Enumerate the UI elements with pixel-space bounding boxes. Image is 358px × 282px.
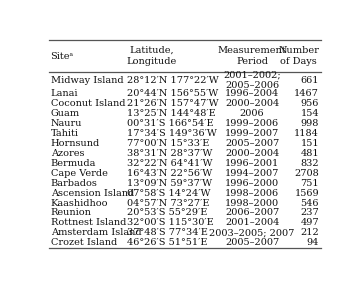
Text: 2006–2007: 2006–2007 xyxy=(225,208,279,217)
Text: 1999–2007: 1999–2007 xyxy=(225,129,279,138)
Text: 2001–2004: 2001–2004 xyxy=(225,218,279,227)
Text: 751: 751 xyxy=(300,179,319,188)
Text: 2001–2002;
2005–2006: 2001–2002; 2005–2006 xyxy=(223,70,281,90)
Text: 956: 956 xyxy=(301,99,319,108)
Text: 38°31′N 28°37′W: 38°31′N 28°37′W xyxy=(127,149,212,158)
Text: 13°09′N 59°37′W: 13°09′N 59°37′W xyxy=(127,179,212,188)
Text: Amsterdam Island: Amsterdam Island xyxy=(50,228,141,237)
Text: 1994–2007: 1994–2007 xyxy=(225,169,279,178)
Text: Hornsund: Hornsund xyxy=(50,139,100,148)
Text: Coconut Island: Coconut Island xyxy=(50,99,125,108)
Text: 2005–2007: 2005–2007 xyxy=(225,139,279,148)
Text: 46°26′S 51°51′E: 46°26′S 51°51′E xyxy=(127,238,207,247)
Text: 32°22′N 64°41′W: 32°22′N 64°41′W xyxy=(127,159,212,168)
Text: 154: 154 xyxy=(300,109,319,118)
Text: 2006: 2006 xyxy=(240,109,265,118)
Text: 2000–2004: 2000–2004 xyxy=(225,149,279,158)
Text: Rottnest Island: Rottnest Island xyxy=(50,218,126,227)
Text: Nauru: Nauru xyxy=(50,119,82,128)
Text: 497: 497 xyxy=(300,218,319,227)
Text: 481: 481 xyxy=(300,149,319,158)
Text: 2000–2004: 2000–2004 xyxy=(225,99,279,108)
Text: 1184: 1184 xyxy=(294,129,319,138)
Text: Cape Verde: Cape Verde xyxy=(50,169,107,178)
Text: 1467: 1467 xyxy=(294,89,319,98)
Text: 237: 237 xyxy=(300,208,319,217)
Text: 94: 94 xyxy=(307,238,319,247)
Text: Crozet Island: Crozet Island xyxy=(50,238,117,247)
Text: Reunion: Reunion xyxy=(50,208,91,217)
Text: 1999–2006: 1999–2006 xyxy=(225,119,279,128)
Text: Number
of Days: Number of Days xyxy=(278,46,319,66)
Text: 1996–2001: 1996–2001 xyxy=(225,159,279,168)
Text: 998: 998 xyxy=(301,119,319,128)
Text: 832: 832 xyxy=(300,159,319,168)
Text: 00°31′S 166°54′E: 00°31′S 166°54′E xyxy=(127,119,213,128)
Text: 20°44′N 156°55′W: 20°44′N 156°55′W xyxy=(127,89,218,98)
Text: 2003–2005; 2007: 2003–2005; 2007 xyxy=(209,228,295,237)
Text: Lanai: Lanai xyxy=(50,89,78,98)
Text: 37°48′S 77°34′E: 37°48′S 77°34′E xyxy=(127,228,208,237)
Text: 32°00′S 115°30′E: 32°00′S 115°30′E xyxy=(127,218,213,227)
Text: 1996–2000: 1996–2000 xyxy=(225,179,279,188)
Text: 20°53′S 55°29′E: 20°53′S 55°29′E xyxy=(127,208,207,217)
Text: 16°43′N 22°56′W: 16°43′N 22°56′W xyxy=(127,169,212,178)
Text: 77°00′N 15°33′E: 77°00′N 15°33′E xyxy=(127,139,209,148)
Text: 1998–2000: 1998–2000 xyxy=(225,199,279,208)
Text: Siteᵃ: Siteᵃ xyxy=(50,52,74,61)
Text: 28°12′N 177°22′W: 28°12′N 177°22′W xyxy=(127,76,218,85)
Text: 1996–2004: 1996–2004 xyxy=(225,89,279,98)
Text: Measurement
Period: Measurement Period xyxy=(218,46,286,66)
Text: 661: 661 xyxy=(301,76,319,85)
Text: 07°58′S 14°24′W: 07°58′S 14°24′W xyxy=(127,189,210,198)
Text: 2005–2007: 2005–2007 xyxy=(225,238,279,247)
Text: 546: 546 xyxy=(301,199,319,208)
Text: 04°57′N 73°27′E: 04°57′N 73°27′E xyxy=(127,199,209,208)
Text: Tahiti: Tahiti xyxy=(50,129,78,138)
Text: 1998–2006: 1998–2006 xyxy=(225,189,279,198)
Text: Bermuda: Bermuda xyxy=(50,159,96,168)
Text: Guam: Guam xyxy=(50,109,80,118)
Text: 17°34′S 149°36′W: 17°34′S 149°36′W xyxy=(127,129,217,138)
Text: 1569: 1569 xyxy=(295,189,319,198)
Text: 21°26′N 157°47′W: 21°26′N 157°47′W xyxy=(127,99,218,108)
Text: 212: 212 xyxy=(300,228,319,237)
Text: Barbados: Barbados xyxy=(50,179,97,188)
Text: Kaashidhoo: Kaashidhoo xyxy=(50,199,108,208)
Text: Latitude,
Longitude: Latitude, Longitude xyxy=(127,46,177,66)
Text: 13°25′N 144°48′E: 13°25′N 144°48′E xyxy=(127,109,216,118)
Text: Ascension Island: Ascension Island xyxy=(50,189,134,198)
Text: 151: 151 xyxy=(300,139,319,148)
Text: 2708: 2708 xyxy=(294,169,319,178)
Text: Midway Island: Midway Island xyxy=(50,76,123,85)
Text: Azores: Azores xyxy=(50,149,84,158)
